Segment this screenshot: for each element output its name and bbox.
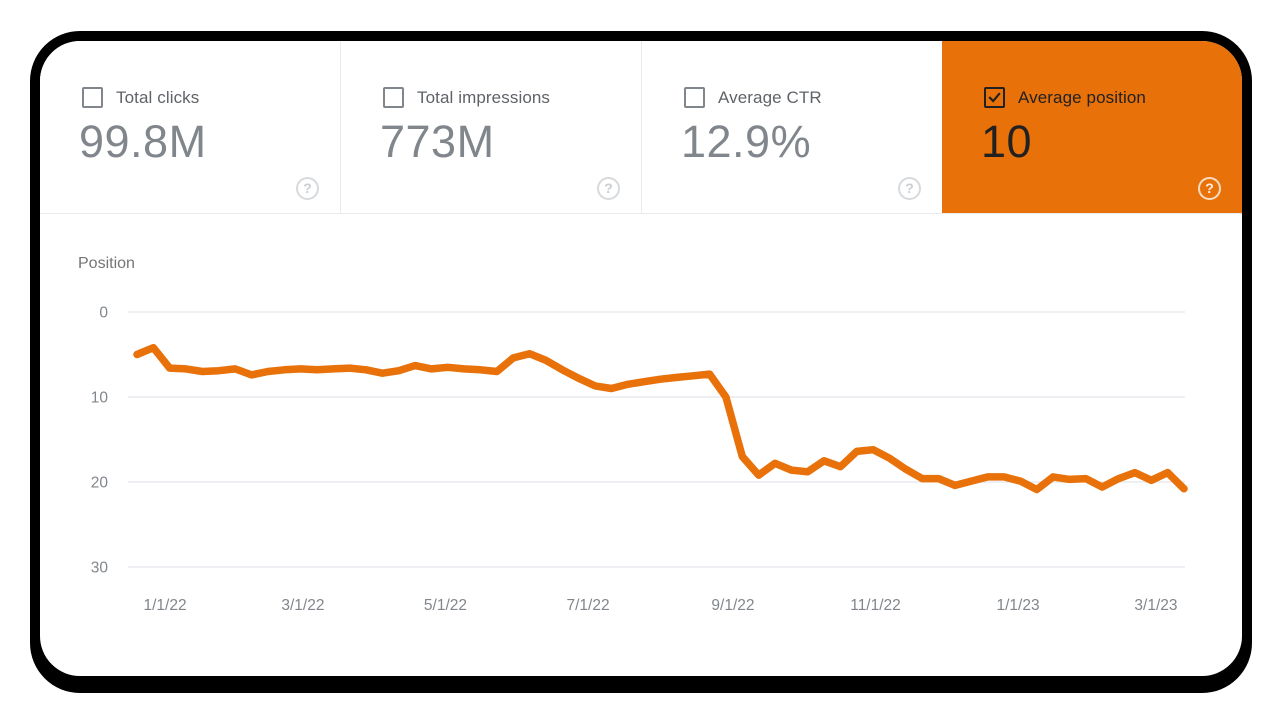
metric-card-header: Average CTR <box>684 87 942 108</box>
x-axis-tick-label: 7/1/22 <box>566 597 609 614</box>
help-icon[interactable]: ? <box>1198 177 1221 200</box>
metric-value: 10 <box>981 116 1033 167</box>
x-axis-tick-label: 1/1/22 <box>143 597 186 614</box>
checkbox-unchecked-icon[interactable] <box>684 87 705 108</box>
metric-value: 773M <box>380 116 495 167</box>
metric-label: Total clicks <box>116 87 200 107</box>
checkbox-unchecked-icon[interactable] <box>82 87 103 108</box>
help-glyph: ? <box>303 180 312 196</box>
x-axis-tick-label: 11/1/22 <box>850 597 901 614</box>
x-axis-tick-label: 9/1/22 <box>711 597 754 614</box>
checkmark-icon <box>988 92 1001 103</box>
metric-value: 99.8M <box>79 116 207 167</box>
metric-card-average-position[interactable]: Average position 10 ? <box>942 41 1242 213</box>
metric-card-header: Total impressions <box>383 87 641 108</box>
metric-card-header: Total clicks <box>82 87 340 108</box>
y-axis-tick-label: 20 <box>91 475 109 492</box>
metric-card-total-clicks[interactable]: Total clicks 99.8M ? <box>40 41 340 213</box>
help-icon[interactable]: ? <box>898 177 921 200</box>
metric-value: 12.9% <box>681 116 812 167</box>
metric-label: Total impressions <box>417 87 551 107</box>
position-line-chart[interactable]: Position 0 10 20 30 1/1/22 3/1/22 5/1/22 7/1/22 9… <box>40 214 1242 676</box>
y-axis-tick-label: 0 <box>99 305 108 322</box>
metric-label: Average CTR <box>718 87 822 107</box>
x-axis-tick-label: 5/1/22 <box>424 597 467 614</box>
chart-ylabel: Position <box>78 255 135 272</box>
metric-cards-row: Total clicks 99.8M ? Total impressions 7… <box>40 41 1242 214</box>
x-axis-tick-label: 1/1/23 <box>997 597 1040 614</box>
metric-label: Average position <box>1018 87 1146 107</box>
help-glyph: ? <box>905 180 914 196</box>
x-axis-tick-label: 3/1/22 <box>281 597 324 614</box>
metric-card-header: Average position <box>984 87 1242 108</box>
performance-panel: Total clicks 99.8M ? Total impressions 7… <box>30 31 1252 686</box>
y-axis-tick-label: 10 <box>91 390 109 407</box>
checkbox-checked-icon[interactable] <box>984 87 1005 108</box>
help-glyph: ? <box>604 180 613 196</box>
x-axis-tick-label: 3/1/23 <box>1134 597 1177 614</box>
help-icon[interactable]: ? <box>597 177 620 200</box>
help-glyph: ? <box>1205 180 1214 196</box>
metric-card-average-ctr[interactable]: Average CTR 12.9% ? <box>641 41 942 213</box>
average-position-series-line <box>133 343 1188 494</box>
y-axis-tick-label: 30 <box>91 560 109 577</box>
checkbox-unchecked-icon[interactable] <box>383 87 404 108</box>
position-chart-section: Position 0 10 20 30 1/1/22 3/1/22 5/1/22 7/1/22 9… <box>40 214 1242 676</box>
help-icon[interactable]: ? <box>296 177 319 200</box>
metric-card-total-impressions[interactable]: Total impressions 773M ? <box>340 41 641 213</box>
